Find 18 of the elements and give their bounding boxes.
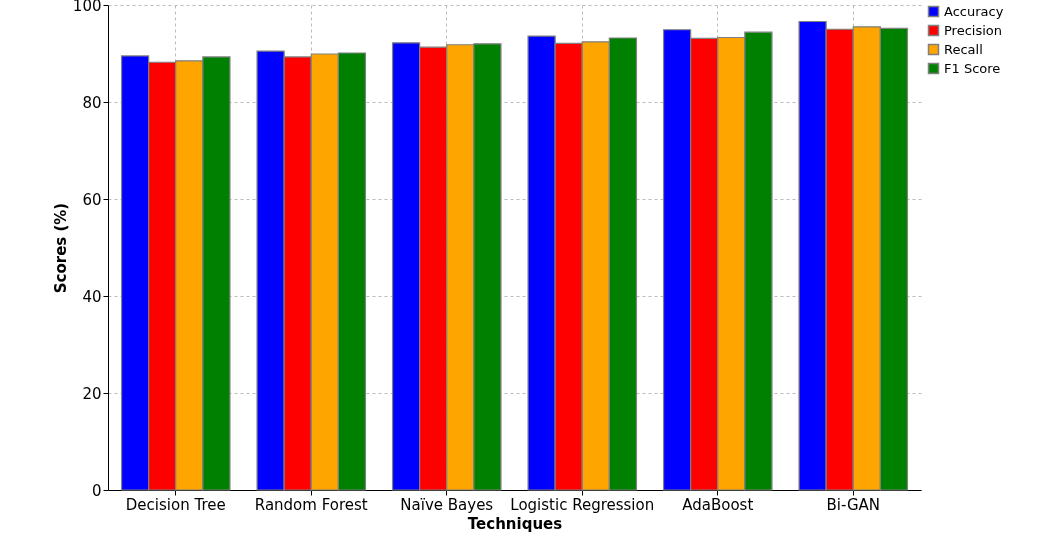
x-tick-label: Logistic Regression xyxy=(510,495,655,514)
x-tick-label: Random Forest xyxy=(254,495,368,514)
x-tick-label: Decision Tree xyxy=(125,495,226,514)
y-tick-label: 80 xyxy=(82,93,102,112)
x-tick-label: AdaBoost xyxy=(682,495,754,514)
legend-label: Precision xyxy=(944,22,1003,38)
y-axis-title: Scores (%) xyxy=(51,202,70,294)
y-tick-label: 0 xyxy=(91,481,102,500)
y-tick-label: 40 xyxy=(82,287,102,306)
y-tick-label: 60 xyxy=(82,190,102,209)
legend-label: F1 Score xyxy=(944,60,1001,76)
legend-label: Recall xyxy=(944,41,983,57)
y-tick-label: 20 xyxy=(82,384,102,403)
x-axis-title: Techniques xyxy=(467,514,563,533)
legend-label: Accuracy xyxy=(944,3,1004,19)
y-tick-label: 100 xyxy=(72,0,102,15)
x-tick-label: Bi-GAN xyxy=(826,495,881,514)
x-tick-label: Naïve Bayes xyxy=(400,495,494,514)
